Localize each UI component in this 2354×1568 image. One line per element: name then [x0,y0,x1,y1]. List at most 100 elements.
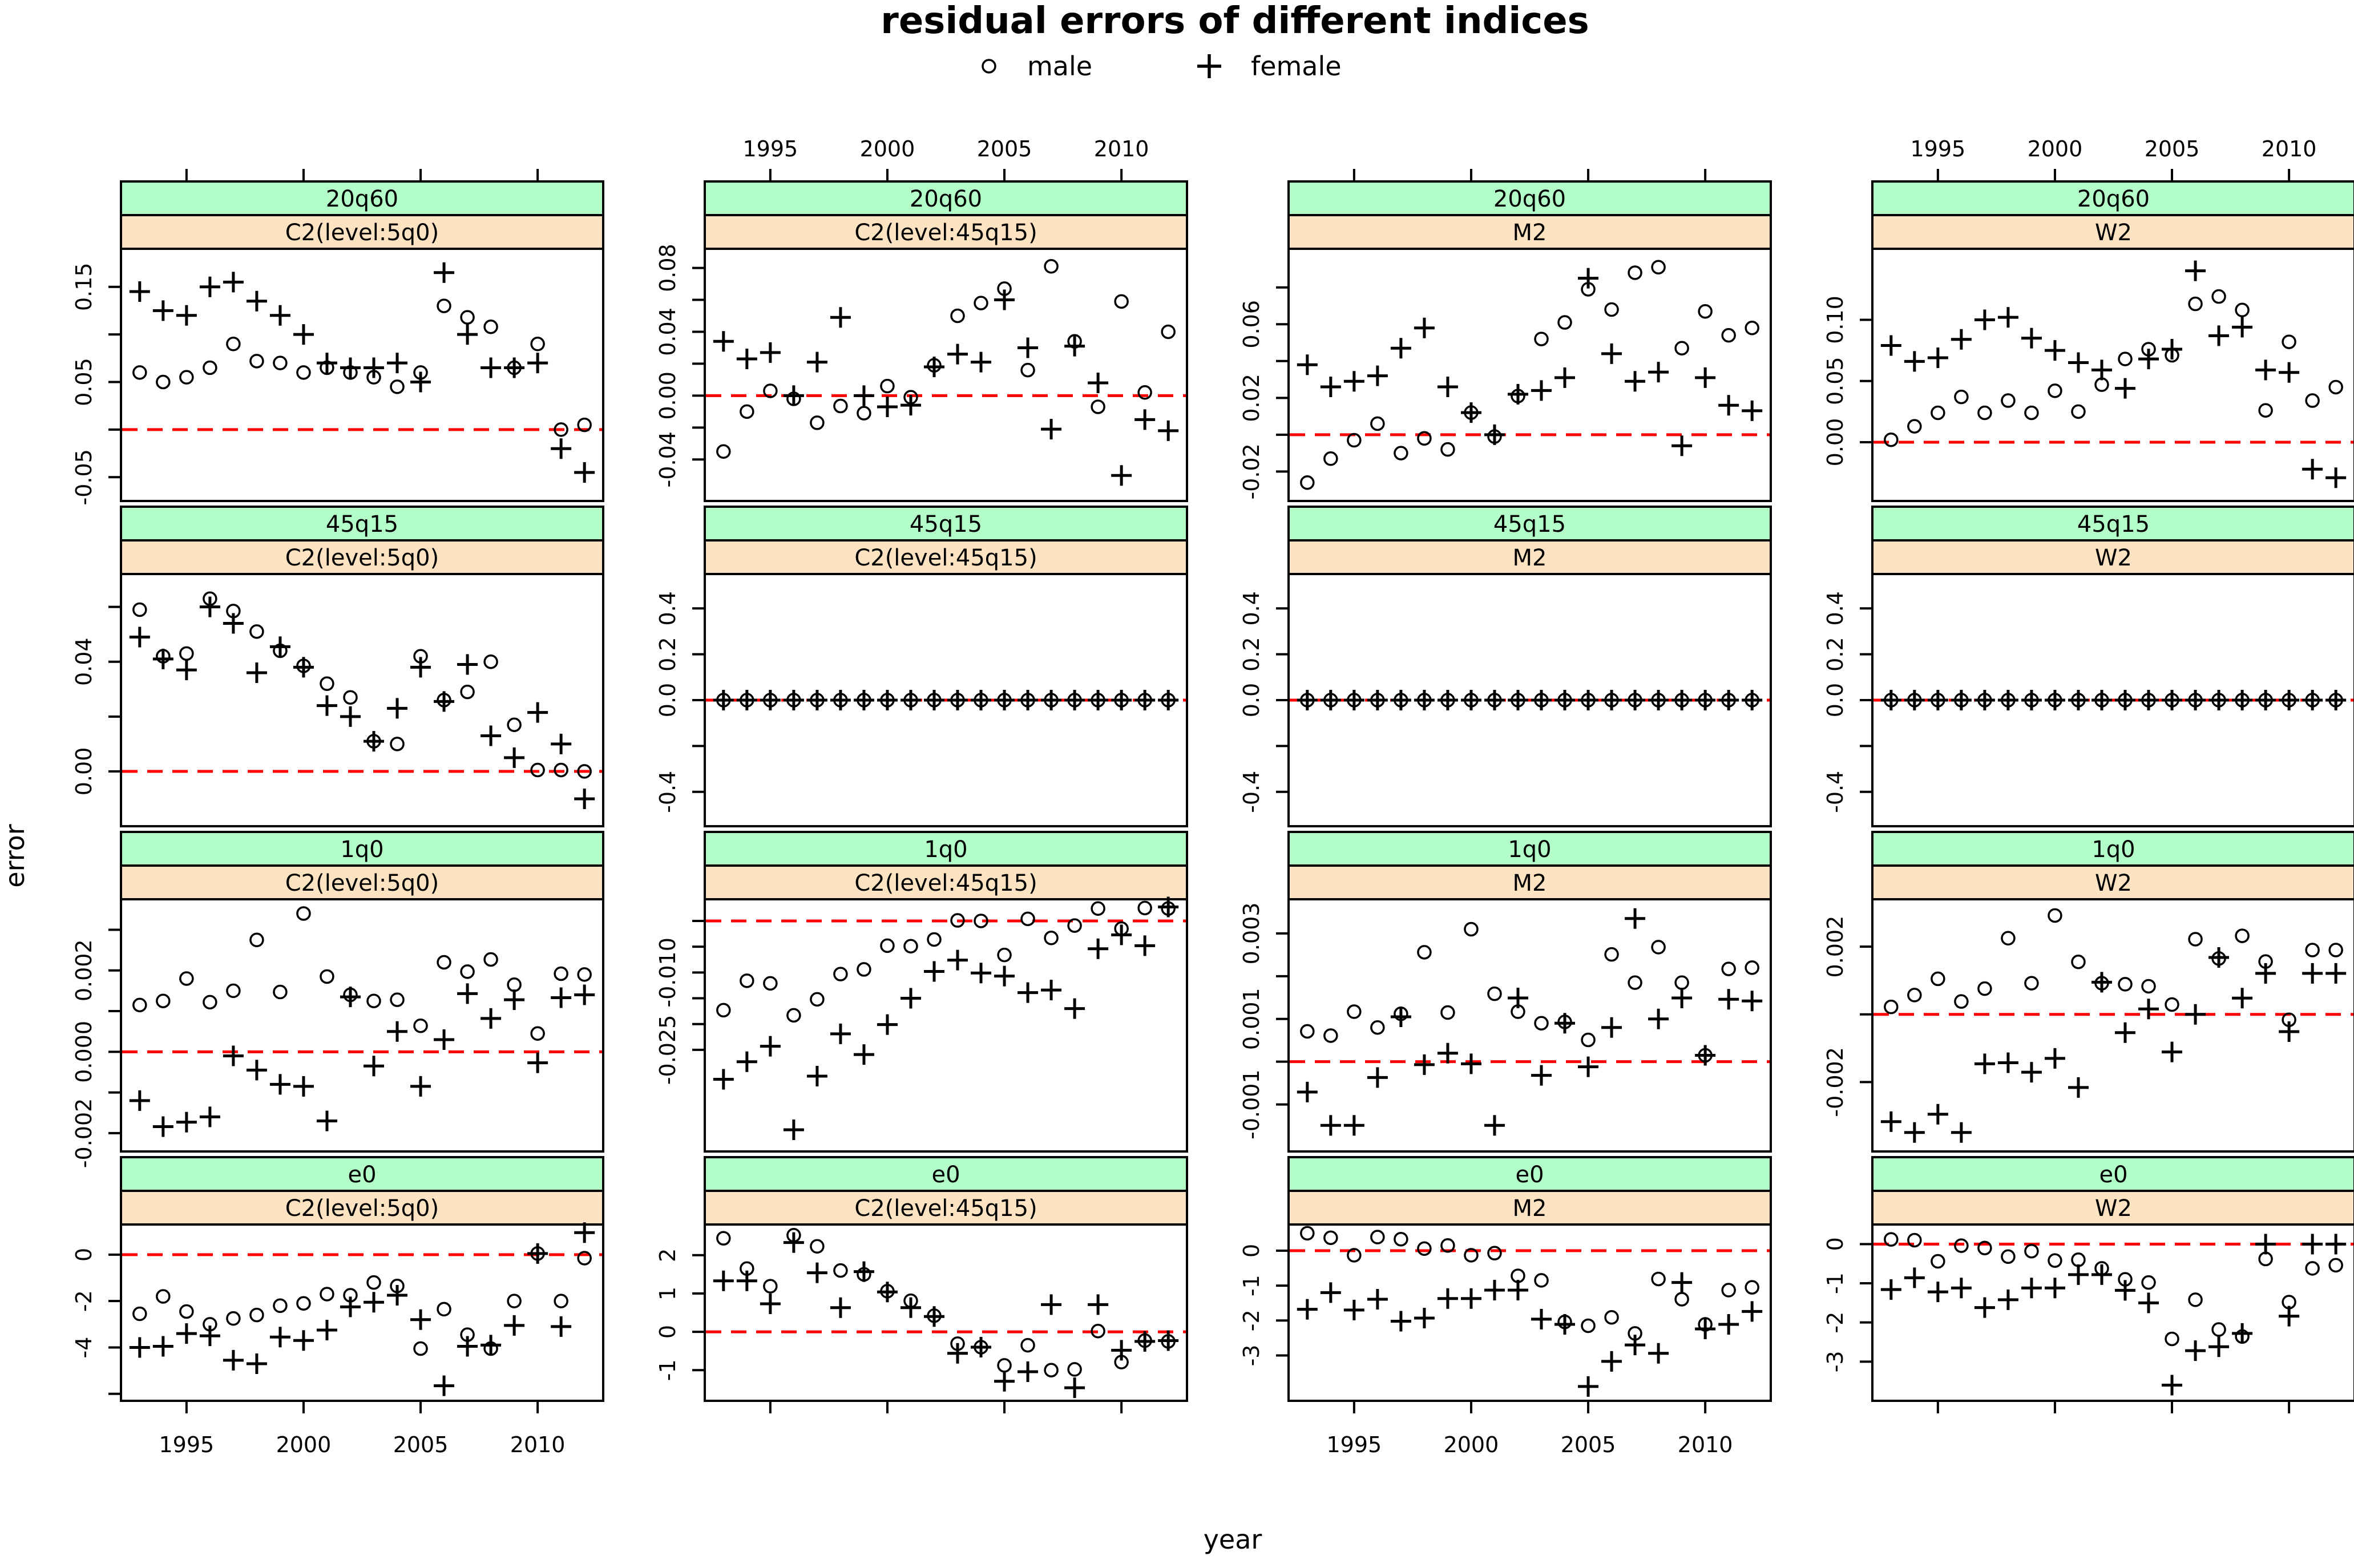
female-series [1297,690,1763,710]
y-tick-label: 0.05 [71,358,96,406]
y-tick-label: 0.2 [1239,637,1264,671]
male-point [974,914,988,928]
female-point [1343,371,1364,392]
female-point [2138,999,2159,1020]
male-point [950,308,965,324]
y-tick-label: 0.4 [655,591,680,625]
row-strip-label: 20q60 [910,186,982,212]
y-tick-label: -1 [1823,1272,1848,1294]
male-point [530,1026,545,1041]
y-tick-label: 0.00 [71,747,96,796]
male-point [460,684,475,700]
row-strip [1287,180,1772,216]
female-point [971,963,992,984]
female-point [1484,1280,1505,1301]
female-point [1718,1314,1739,1335]
female-point [713,1069,734,1090]
female-point [481,357,502,378]
female-point [1158,896,1179,918]
male-point [1884,999,1899,1015]
male-point [2165,1331,2179,1347]
female-point [1880,690,1901,710]
y-tick-label: -0.4 [655,771,680,813]
col-strip [1871,214,2354,250]
female-point [2302,1234,2323,1255]
panel-20q60-W2: 20q60 W2 0.10 0.05 0.00 1995 2000 2005 2010 [1823,136,2354,502]
row-strip-label: e0 [1515,1162,1544,1188]
female-point [340,357,361,378]
male-point [1884,1232,1899,1247]
y-tick-label: -2 [1823,1312,1848,1333]
male-point [716,1003,731,1018]
female-point [2091,359,2112,381]
female-point [1531,1065,1552,1086]
female-point [1625,690,1646,710]
y-tick-label: 1 [655,1287,680,1300]
female-point [783,1120,804,1141]
col-strip-label: W2 [2095,1195,2132,1222]
male-point [390,992,405,1007]
male-point [1604,1310,1619,1325]
male-point [1487,986,1502,1001]
x-tick-label-top: 2000 [2028,136,2083,161]
female-point [1017,982,1039,1003]
male-point [179,971,194,986]
female-point [877,1282,898,1303]
col-strip-label: C2(level:5q0) [285,545,439,571]
female-point [1718,690,1739,710]
female-point [176,1112,197,1133]
female-point [1017,1361,1039,1382]
male-point [1067,1362,1082,1377]
female-point [152,1336,173,1357]
female-point [457,1336,478,1357]
female-point [830,307,851,328]
plot-area [120,248,604,502]
female-point [387,698,408,719]
male-point [1394,446,1408,460]
female-point [1134,409,1156,430]
panel-1q0-C2(level:45q15): 1q0 C2(level:45q15) -0.010 -0.025 [655,831,1188,1153]
female-point [574,462,595,483]
female-point [806,1262,827,1283]
row-strip-label: 45q15 [2077,511,2150,538]
row-strip [120,180,604,216]
female-point [736,349,757,370]
male-point [786,1008,801,1023]
female-point [1437,1042,1458,1064]
male-point [2118,977,2133,992]
female-point [2255,690,2276,710]
female-point [783,385,804,406]
x-tick-label-bottom: 2010 [510,1432,566,1457]
female-point [853,1261,874,1282]
female-point [760,342,781,363]
male-point [1067,918,1082,933]
male-point [1628,265,1642,280]
male-point [577,417,592,433]
plot-area [1287,898,1772,1153]
y-tick-label: -0.4 [1239,771,1264,813]
male-point [1931,971,1945,987]
female-point [340,706,361,727]
female-point [1017,690,1039,710]
female-point [1111,924,1132,945]
female-point [2068,1264,2089,1285]
female-point [152,1116,173,1137]
male-point [460,964,475,979]
col-strip-label: C2(level:45q15) [854,1195,1037,1222]
female-point [129,281,150,302]
female-point [900,988,921,1009]
female-point [1904,1267,1925,1288]
female-point [504,747,525,768]
female-point [2138,349,2159,370]
male-series [1884,1232,2343,1347]
female-point [877,690,898,710]
male-point [2328,1258,2343,1273]
panel-grid: 20q60 C2(level:5q0) 0.15 0.05 -0.05 20q60 C2(l… [71,136,2354,1457]
male-point [390,379,405,394]
male-point [1440,1005,1455,1020]
male-point [1674,1292,1689,1307]
female-point [1742,1301,1763,1322]
female-point [1695,690,1716,710]
female-point [877,1014,898,1035]
female-point [1343,690,1364,710]
